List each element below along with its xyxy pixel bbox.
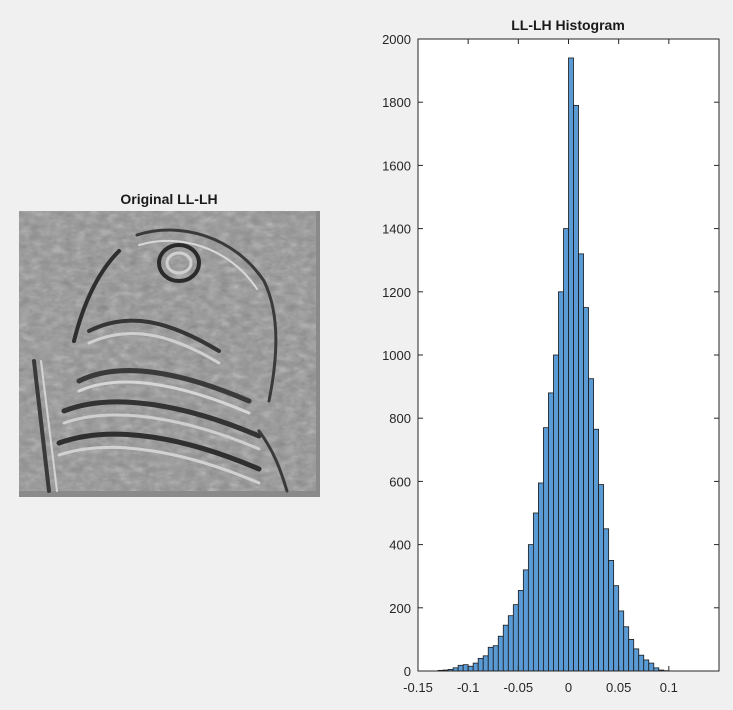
histogram-bar: [568, 57, 574, 672]
x-tick-label: -0.1: [457, 680, 479, 695]
histogram-bar: [648, 662, 655, 672]
x-tick-label: 0: [565, 680, 572, 695]
histogram-bar: [472, 662, 479, 672]
y-tick-label: 0: [404, 664, 411, 679]
chart-title: LL-LH Histogram: [511, 17, 625, 33]
histogram-bars: [437, 57, 670, 672]
y-tick-label: 1600: [382, 158, 411, 173]
histogram-bar: [608, 560, 615, 672]
histogram-bar: [588, 378, 594, 672]
y-tick-label: 1400: [382, 222, 411, 237]
y-tick-label: 800: [389, 411, 411, 426]
histogram-bar: [553, 354, 559, 672]
histogram-bar: [497, 635, 504, 672]
y-tick-label: 1200: [382, 285, 411, 300]
histogram-bar: [643, 659, 650, 672]
histogram-bar: [603, 528, 610, 672]
original-image: [19, 211, 320, 497]
histogram-bar: [532, 512, 539, 672]
image-title: Original LL-LH: [120, 191, 218, 207]
histogram-bar: [633, 648, 640, 672]
histogram-bar: [578, 253, 584, 672]
x-tick-label: -0.15: [403, 680, 433, 695]
owl-detail-image: [19, 211, 320, 497]
histogram-bar: [457, 664, 464, 672]
histogram-bar: [487, 646, 494, 672]
histogram-bar: [598, 484, 605, 672]
x-tick-label: -0.05: [504, 680, 534, 695]
histogram-bar: [623, 626, 630, 672]
histogram-bar: [492, 645, 499, 672]
histogram-bar: [583, 307, 589, 672]
y-tick-label: 200: [389, 601, 411, 616]
histogram-bar: [628, 639, 635, 672]
histogram-bar: [563, 228, 569, 672]
histogram-bar: [477, 657, 484, 672]
y-tick-label: 1000: [382, 348, 411, 363]
histogram-bar: [482, 655, 489, 672]
histogram-bar: [613, 585, 620, 672]
histogram-bar: [462, 664, 469, 672]
histogram-bar: [593, 428, 600, 672]
histogram-bar: [558, 291, 564, 672]
histogram-bar: [512, 604, 519, 672]
histogram-bar: [467, 665, 474, 672]
histogram-bar: [573, 104, 579, 672]
y-tick-label: 600: [389, 474, 411, 489]
histogram-bar: [527, 544, 534, 672]
y-tick-label: 400: [389, 538, 411, 553]
histogram-bar: [517, 590, 524, 672]
histogram-bar: [502, 624, 509, 672]
histogram-bar: [543, 427, 549, 672]
histogram-bar: [638, 654, 645, 672]
y-tick-label: 2000: [382, 32, 411, 47]
x-tick-label: 0.05: [606, 680, 631, 695]
histogram-bar: [522, 569, 529, 672]
histogram-bar: [618, 610, 625, 672]
histogram-bar: [507, 615, 514, 672]
x-tick-label: 0.1: [660, 680, 678, 695]
histogram-bar: [548, 392, 554, 672]
histogram-bar: [538, 482, 544, 672]
tick-labels: -0.15 -0.1 -0.05 0 0.05 0.1 0 200 400 600 800 1000 1…: [382, 32, 678, 695]
y-tick-label: 1800: [382, 95, 411, 110]
axes-frame: [417, 38, 720, 672]
